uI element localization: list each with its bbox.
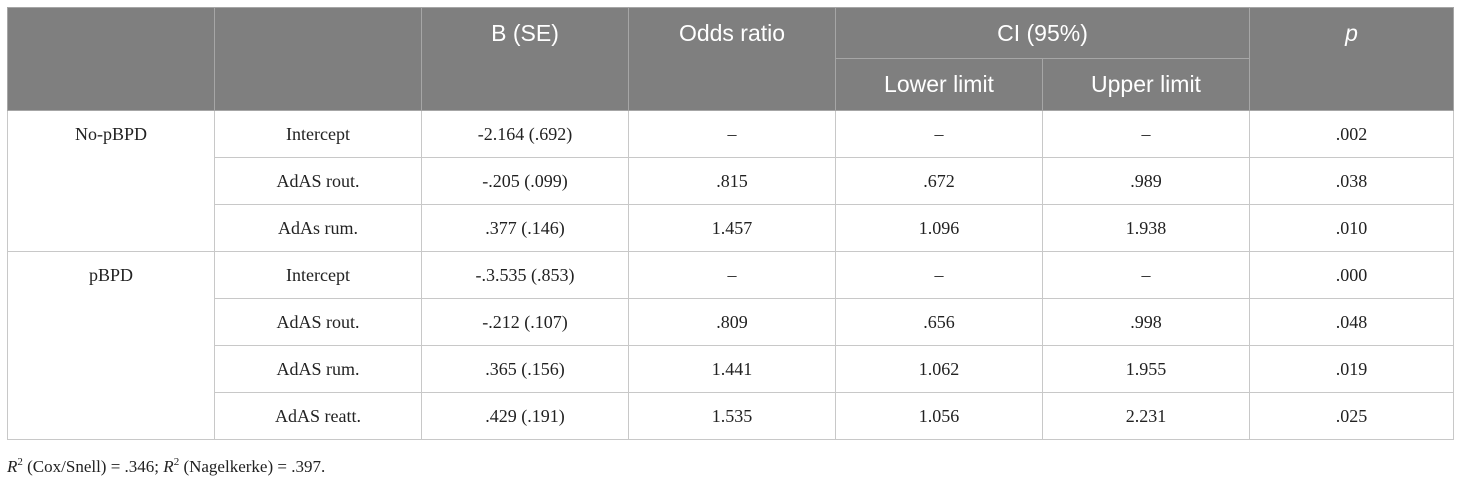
predictor-cell: AdAS rout.	[214, 298, 422, 346]
ci-upper-cell: 1.955	[1042, 345, 1250, 393]
ci-lower-cell: 1.056	[835, 392, 1043, 440]
ci-lower-cell: 1.096	[835, 204, 1043, 252]
header-p-value: p	[1249, 7, 1454, 111]
table-body: No-pBPD Intercept -2.164 (.692) – – – .002 AdAS…	[7, 110, 1454, 440]
table-row: AdAS rout. -.212 (.107) .809.656.998.048	[8, 298, 1454, 346]
table-row: AdAS reatt. .429 (.191) 1.535 1.056 2.231.02…	[8, 392, 1454, 440]
header-odds-ratio: Odds ratio	[628, 7, 836, 111]
ci-lower-cell: 1.062	[835, 345, 1043, 393]
odds-ratio-cell: 1.535	[628, 392, 836, 440]
results-table-container: B (SE) Odds ratio CI (95%) p Lower limit…	[7, 7, 1454, 440]
r-squared-symbol-1: R	[7, 457, 18, 476]
predictor-cell: AdAS rum.	[214, 345, 422, 393]
b-se-cell: .365 (.156)	[421, 345, 629, 393]
table-row: AdAS rum. .365 (.156) 1.441 1.062 1.955.019	[8, 345, 1454, 393]
superscript-2-first: 2	[17, 456, 23, 468]
ci-upper-cell: .998	[1042, 298, 1250, 346]
ci-lower-cell: .656	[835, 298, 1043, 346]
ci-upper-cell: –	[1042, 110, 1250, 158]
ci-upper-cell: 1.938	[1042, 204, 1250, 252]
p-value-cell: .025	[1249, 392, 1454, 440]
odds-ratio-cell: .815	[628, 157, 836, 205]
superscript-2-second: 2	[173, 456, 180, 468]
odds-ratio-cell: –	[628, 110, 836, 158]
p-value-cell: .010	[1249, 204, 1454, 252]
odds-ratio-cell: .809	[628, 298, 836, 346]
r-squared-symbol-2: R	[163, 457, 174, 476]
table-row: No-pBPD Intercept -2.164 (.692) – – – .002	[7, 110, 1454, 252]
table-header: B (SE) Odds ratio CI (95%) p Lower limit…	[7, 7, 1454, 111]
group-label: No-pBPD	[7, 110, 215, 252]
b-se-cell: -.212 (.107)	[421, 298, 629, 346]
table-row: AdAs rum. .377 (.146) 1.457 1.096 1.938.010	[8, 204, 1454, 252]
header-ci: CI (95%)	[835, 7, 1250, 59]
p-value-cell: .000	[1249, 251, 1454, 299]
ci-upper-cell: –	[1042, 251, 1250, 299]
p-value-cell: .002	[1249, 110, 1454, 158]
nagelkerke-text: (Nagelkerke) = .397.	[179, 457, 326, 476]
header-upper-limit: Upper limit	[1042, 58, 1250, 111]
odds-ratio-cell: 1.457	[628, 204, 836, 252]
ci-upper-cell: .989	[1042, 157, 1250, 205]
predictor-cell: AdAS rout.	[214, 157, 422, 205]
p-value-cell: .019	[1249, 345, 1454, 393]
table-row: pBPD Intercept -.3.535 (.853) – – – .000	[7, 251, 1454, 440]
odds-ratio-cell: –	[628, 251, 836, 299]
header-group-column	[7, 7, 215, 111]
ci-lower-cell: .672	[835, 157, 1043, 205]
ci-lower-cell: –	[835, 110, 1043, 158]
predictor-cell: Intercept	[214, 251, 422, 299]
header-b-se: B (SE)	[421, 7, 629, 111]
predictor-cell: Intercept	[214, 110, 422, 158]
b-se-cell: -.205 (.099)	[421, 157, 629, 205]
p-value-cell: .038	[1249, 157, 1454, 205]
table-row: AdAS rout. -.205 (.099) .815.672.989.038	[8, 157, 1454, 205]
b-se-cell: -2.164 (.692)	[421, 110, 629, 158]
cox-snell-text: (Cox/Snell) = .346;	[22, 457, 164, 476]
header-lower-limit: Lower limit	[835, 58, 1043, 111]
odds-ratio-cell: 1.441	[628, 345, 836, 393]
ci-upper-cell: 2.231	[1042, 392, 1250, 440]
logistic-regression-table: B (SE) Odds ratio CI (95%) p Lower limit…	[7, 7, 1454, 440]
b-se-cell: .429 (.191)	[421, 392, 629, 440]
p-value-cell: .048	[1249, 298, 1454, 346]
group-label: pBPD	[7, 251, 215, 440]
b-se-cell: .377 (.146)	[421, 204, 629, 252]
b-se-cell: -.3.535 (.853)	[421, 251, 629, 299]
predictor-cell: AdAs rum.	[214, 204, 422, 252]
table-footnote: R2 (Cox/Snell) = .346; R2 (Nagelkerke) =…	[7, 457, 325, 477]
header-predictor-column	[214, 7, 422, 111]
ci-lower-cell: –	[835, 251, 1043, 299]
predictor-cell: AdAS reatt.	[214, 392, 422, 440]
